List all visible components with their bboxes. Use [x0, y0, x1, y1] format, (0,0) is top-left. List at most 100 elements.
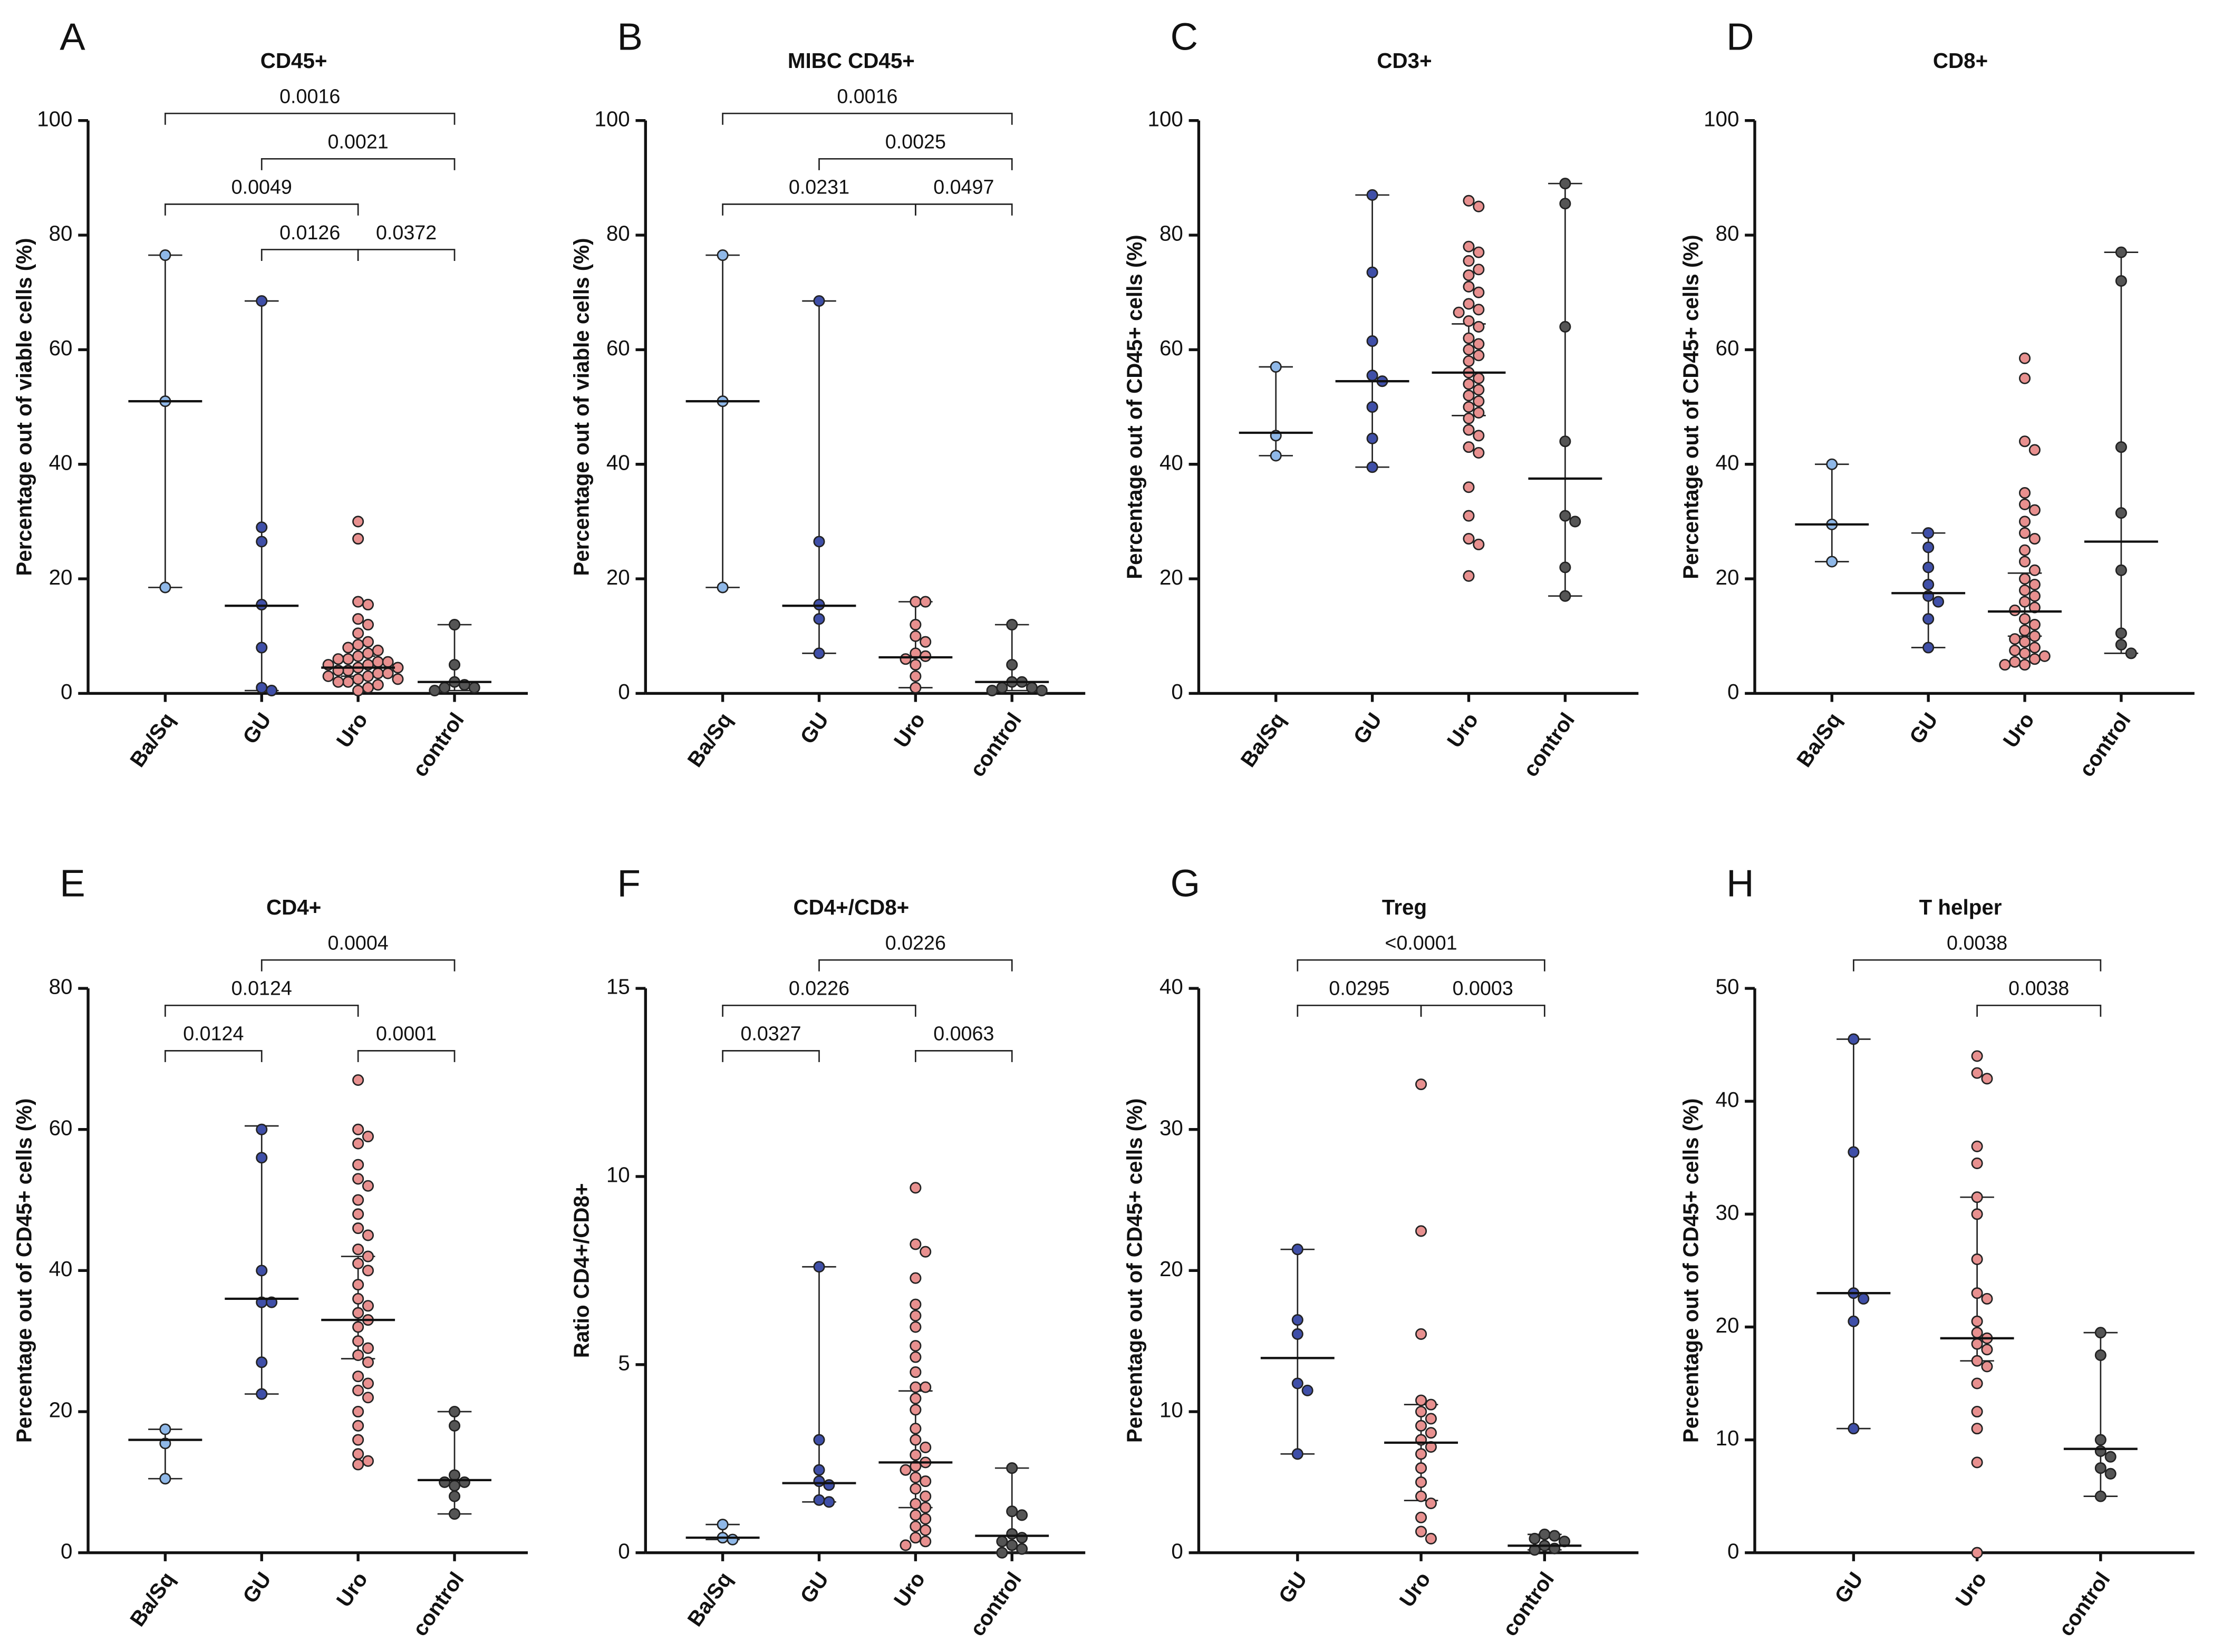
data-point — [1291, 1314, 1303, 1326]
data-point — [1415, 1525, 1427, 1538]
data-point — [920, 1513, 932, 1525]
data-point — [1999, 659, 2011, 671]
data-point — [717, 249, 729, 261]
data-point — [1463, 315, 1475, 327]
panel: A CD45+ Percentage out of viable cells (%)… — [12, 16, 528, 781]
p-value-label: 0.0001 — [376, 1023, 437, 1045]
panel-letter: B — [617, 16, 642, 59]
data-point — [352, 1335, 364, 1347]
data-point — [256, 1265, 268, 1277]
data-point — [1463, 298, 1475, 310]
y-tick-label: 100 — [594, 106, 630, 131]
data-point — [910, 1532, 922, 1544]
data-point — [352, 673, 364, 685]
data-point — [1301, 1384, 1313, 1396]
panel-letter: D — [1726, 16, 1754, 59]
data-point — [1463, 378, 1475, 390]
y-tick-label: 30 — [1159, 1115, 1183, 1140]
data-point — [1473, 320, 1485, 333]
data-point — [1415, 1462, 1427, 1474]
data-point — [1291, 1377, 1303, 1389]
data-point — [256, 1356, 268, 1368]
data-point — [362, 1377, 374, 1389]
y-tick-label: 80 — [49, 221, 73, 246]
data-point — [448, 1405, 461, 1418]
x-tick-label: control — [408, 708, 469, 781]
data-point — [2028, 619, 2041, 631]
p-value-label: 0.0372 — [376, 221, 437, 244]
data-point — [2019, 516, 2031, 528]
data-point — [910, 1298, 922, 1310]
data-point — [1473, 264, 1485, 276]
data-point — [2009, 604, 2021, 616]
significance-bracket — [260, 959, 456, 971]
data-point — [1971, 1157, 1983, 1169]
data-point — [1473, 446, 1485, 459]
y-axis-label: Percentage out of CD45+ cells (%) — [1678, 1099, 1703, 1443]
data-point — [1463, 332, 1475, 344]
data-point — [362, 619, 374, 631]
data-point — [1473, 200, 1485, 212]
data-point — [448, 1490, 461, 1502]
y-tick-label: 10 — [1716, 1426, 1739, 1450]
panel-title: CD4+ — [266, 895, 321, 919]
significance-bracket — [1297, 959, 1545, 971]
data-point — [1016, 1509, 1028, 1521]
x-tick-label: control — [2054, 1568, 2115, 1640]
x-tick-label: control — [965, 708, 1026, 781]
data-point — [352, 1405, 364, 1418]
data-point — [1559, 178, 1571, 190]
significance-bracket — [915, 1050, 1013, 1062]
y-tick-label: 60 — [606, 336, 630, 360]
data-point — [362, 1265, 374, 1277]
data-point — [1473, 430, 1485, 442]
data-point — [352, 516, 364, 528]
data-point — [372, 656, 384, 668]
data-point — [352, 627, 364, 639]
p-value-label: 0.0226 — [789, 977, 849, 999]
data-point — [910, 1272, 922, 1284]
data-point — [813, 536, 825, 548]
x-tick-label: control — [2074, 708, 2135, 781]
panel-title: CD8+ — [1933, 48, 1988, 73]
p-value-label: 0.0063 — [933, 1023, 994, 1045]
data-point — [910, 1434, 922, 1446]
data-point — [1463, 255, 1475, 267]
data-point — [717, 581, 729, 594]
data-point — [1848, 1146, 1860, 1158]
x-tick-label: GU — [1905, 708, 1942, 748]
x-tick-label: Uro — [1950, 1568, 1992, 1611]
panel-title: T helper — [1919, 895, 2002, 919]
data-point — [1473, 349, 1485, 362]
data-point — [159, 581, 171, 594]
data-point — [448, 1480, 461, 1492]
data-point — [910, 1449, 922, 1461]
panel: D CD8+ Percentage out of CD45+ cells (%) 0 2… — [1678, 16, 2195, 781]
y-tick-label: 40 — [1159, 975, 1183, 999]
data-point — [1922, 561, 1935, 574]
data-point — [256, 598, 268, 611]
y-tick-label: 0 — [61, 1539, 72, 1563]
data-point — [448, 1469, 461, 1481]
data-point — [332, 676, 344, 688]
p-value-label: 0.0016 — [837, 85, 897, 108]
data-point — [1971, 1456, 1983, 1469]
data-point — [352, 1384, 364, 1396]
data-point — [813, 1494, 825, 1506]
data-point — [920, 1381, 932, 1393]
y-axis-label: Percentage out of viable cells (%) — [12, 238, 36, 576]
data-point — [2019, 613, 2031, 625]
data-point — [2019, 584, 2031, 596]
data-point — [362, 636, 374, 648]
data-point — [910, 619, 922, 631]
significance-bracket — [1853, 959, 2102, 971]
data-point — [382, 656, 394, 668]
data-point — [920, 1475, 932, 1488]
data-point — [1415, 1225, 1427, 1237]
data-point — [1981, 1293, 1993, 1305]
data-point — [1366, 335, 1378, 347]
data-point — [2009, 644, 2021, 656]
data-point — [813, 1475, 825, 1488]
data-point — [352, 1243, 364, 1256]
x-tick-label: Uro — [331, 1568, 372, 1611]
